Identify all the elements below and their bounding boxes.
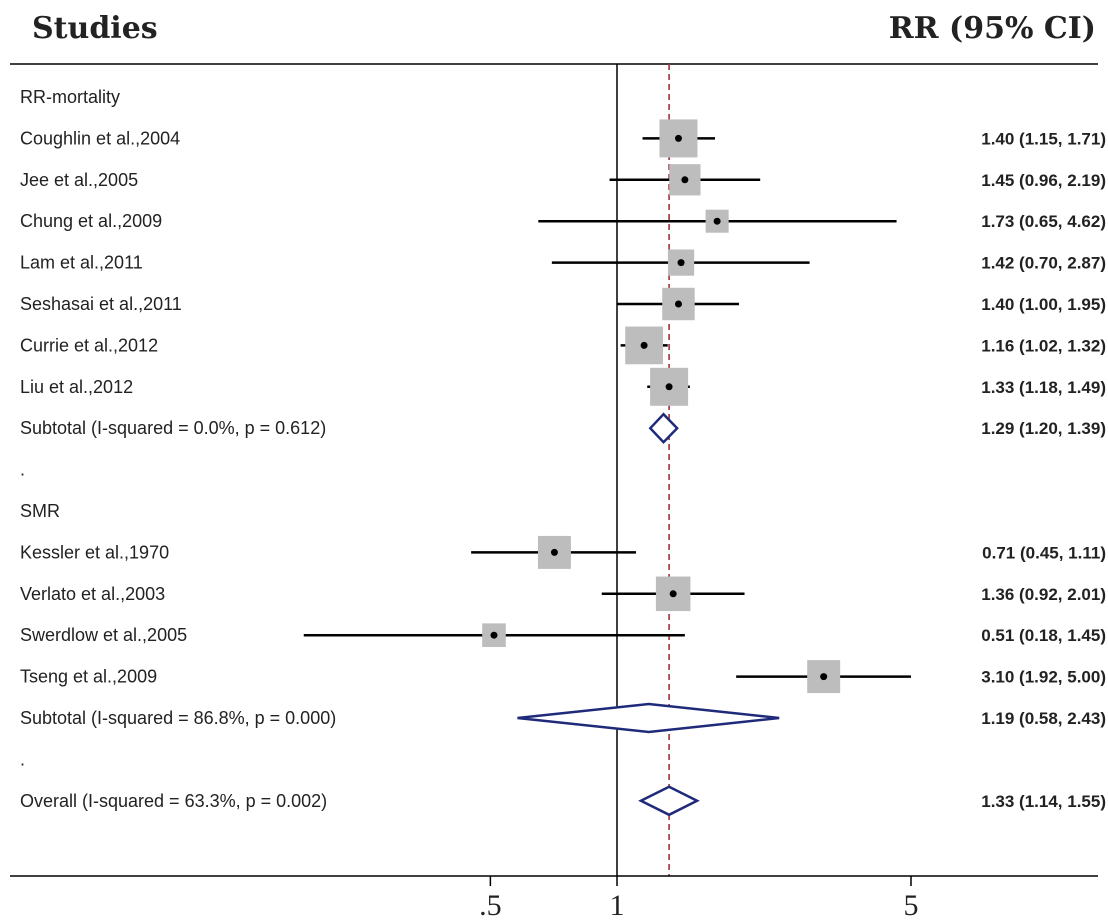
point-estimate — [820, 673, 828, 681]
row-subtotal: Subtotal (I-squared = 86.8%, p = 0.000) 1… — [20, 702, 1106, 734]
row-study: Tseng et al.,2009 3.10 (1.92, 5.00) — [20, 660, 1106, 694]
row-subtotal: Subtotal (I-squared = 0.0%, p = 0.612) 1.… — [20, 412, 1106, 445]
study-label: Swerdlow et al.,2005 — [20, 625, 187, 645]
row-study: Coughlin et al.,2004 1.40 (1.15, 1.71) — [20, 119, 1106, 158]
ci-value: 0.71 (0.45, 1.11) — [982, 543, 1106, 562]
row-study: Jee et al.,2005 1.45 (0.96, 2.19) — [20, 164, 1106, 196]
study-label: Coughlin et al.,2004 — [20, 128, 180, 148]
point-estimate — [681, 176, 689, 184]
group-label: RR-mortality — [20, 87, 120, 107]
subtotal-diamond — [517, 702, 780, 734]
ci-value: 1.73 (0.65, 4.62) — [981, 212, 1106, 231]
row-study: Lam et al.,2011 1.42 (0.70, 2.87) — [20, 249, 1106, 276]
point-estimate — [669, 590, 677, 598]
row-spacer: . — [20, 749, 25, 769]
point-estimate — [674, 134, 682, 142]
tick-label: 5 — [904, 889, 919, 921]
row-study: Chung et al.,2009 1.73 (0.65, 4.62) — [20, 209, 1106, 233]
study-label: . — [20, 460, 25, 480]
ci-header: RR (95% CI) — [889, 11, 1096, 46]
study-label: Subtotal (I-squared = 86.8%, p = 0.000) — [20, 708, 336, 728]
row-study: Currie et al.,2012 1.16 (1.02, 1.32) — [20, 326, 1106, 365]
row-group: RR-mortality — [20, 87, 120, 107]
tick-label: 1 — [610, 889, 625, 921]
study-label: Liu et al.,2012 — [20, 377, 133, 397]
row-overall: Overall (I-squared = 63.3%, p = 0.002) 1.… — [20, 785, 1106, 817]
study-label: Currie et al.,2012 — [20, 335, 158, 355]
point-estimate — [674, 300, 682, 308]
study-label: Subtotal (I-squared = 0.0%, p = 0.612) — [20, 418, 326, 438]
row-study: Kessler et al.,1970 0.71 (0.45, 1.11) — [20, 535, 1106, 569]
study-label: Tseng et al.,2009 — [20, 667, 157, 687]
row-study: Seshasai et al.,2011 1.40 (1.00, 1.95) — [20, 287, 1106, 321]
ci-value: 1.40 (1.00, 1.95) — [981, 295, 1106, 314]
row-study: Verlato et al.,2003 1.36 (0.92, 2.01) — [20, 576, 1106, 612]
subtotal-diamond — [648, 412, 679, 445]
study-rows: RR-mortality Coughlin et al.,2004 1.40 (1.… — [20, 87, 1106, 817]
study-label: Overall (I-squared = 63.3%, p = 0.002) — [20, 791, 327, 811]
point-estimate — [640, 341, 648, 349]
overall-diamond — [638, 785, 700, 817]
ci-value: 0.51 (0.18, 1.45) — [981, 626, 1106, 645]
point-estimate — [490, 631, 498, 639]
row-spacer: . — [20, 460, 25, 480]
study-label: Chung et al.,2009 — [20, 211, 162, 231]
ci-value: 1.16 (1.02, 1.32) — [981, 336, 1106, 355]
x-axis-ticks: .5 1 5 — [479, 876, 919, 921]
study-label: Seshasai et al.,2011 — [20, 294, 182, 314]
group-label: SMR — [20, 501, 60, 521]
ci-value: 3.10 (1.92, 5.00) — [981, 668, 1106, 687]
reference-lines — [616, 64, 670, 876]
study-label: Jee et al.,2005 — [20, 170, 138, 190]
ci-value: 1.45 (0.96, 2.19) — [981, 171, 1106, 190]
ci-value: 1.40 (1.15, 1.71) — [981, 129, 1106, 148]
point-estimate — [550, 548, 558, 556]
row-study: Swerdlow et al.,2005 0.51 (0.18, 1.45) — [20, 623, 1106, 648]
ci-value: 1.36 (0.92, 2.01) — [981, 585, 1106, 604]
point-estimate — [677, 259, 685, 267]
point-estimate — [713, 217, 721, 225]
study-label: Lam et al.,2011 — [20, 253, 143, 273]
study-label: Verlato et al.,2003 — [20, 584, 165, 604]
point-estimate — [665, 383, 673, 391]
tick-label: .5 — [479, 889, 502, 921]
row-group: SMR — [20, 501, 60, 521]
ci-value: 1.42 (0.70, 2.87) — [981, 254, 1106, 273]
ci-value: 1.33 (1.18, 1.49) — [981, 378, 1106, 397]
ci-value: 1.19 (0.58, 2.43) — [981, 709, 1106, 728]
ci-value: 1.33 (1.14, 1.55) — [981, 792, 1106, 811]
study-label: Kessler et al.,1970 — [20, 542, 169, 562]
row-study: Liu et al.,2012 1.33 (1.18, 1.49) — [20, 367, 1106, 406]
studies-header: Studies — [32, 11, 158, 46]
study-label: . — [20, 749, 25, 769]
ci-value: 1.29 (1.20, 1.39) — [981, 419, 1106, 438]
